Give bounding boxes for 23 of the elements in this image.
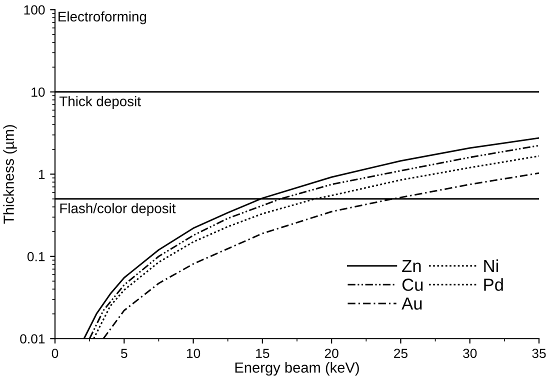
x-tick-label: 35 [532, 348, 546, 358]
ref-line-label: Thick deposit [59, 96, 141, 110]
x-tick-label: 30 [463, 348, 477, 358]
legend-label: Zn [402, 260, 421, 272]
legend-label: Ni [484, 259, 498, 272]
x-tick-label: 15 [256, 348, 270, 358]
y-tick-label: 1 [38, 170, 45, 179]
x-tick-label: 5 [121, 348, 128, 358]
y-tick-label: 0.1 [27, 252, 45, 262]
x-axis-title: Energy beam (keV) [235, 362, 359, 376]
annotation: Electroforming [58, 11, 146, 24]
x-tick-label: 10 [186, 348, 200, 358]
legend-label: Pd [484, 278, 503, 291]
x-tick-label: 0 [52, 348, 58, 358]
y-axis-title: Thickness (µm) [3, 125, 17, 224]
ref-line-label: Flash/color deposit [60, 203, 176, 216]
y-tick-label: 0.01 [20, 334, 45, 344]
x-tick-label: 25 [394, 348, 408, 358]
legend-label: Au [402, 298, 422, 310]
x-tick-label: 20 [324, 348, 338, 358]
y-tick-label: 10 [32, 87, 45, 97]
legend-label: Cu [402, 278, 423, 291]
y-tick-label: 100 [24, 5, 45, 15]
